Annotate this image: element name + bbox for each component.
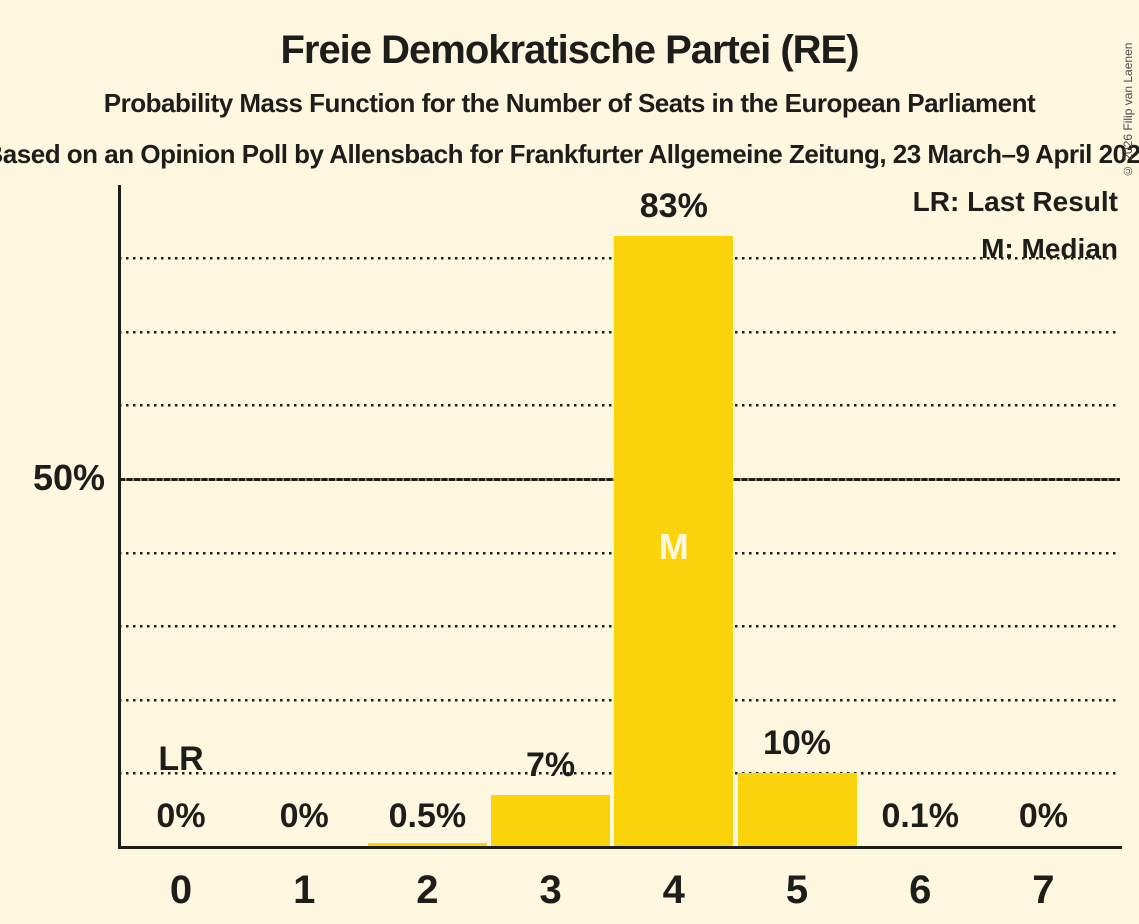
last-result-marker: LR	[158, 740, 204, 778]
value-label-seat-2: 0.5%	[388, 797, 467, 835]
x-axis-line	[118, 846, 1122, 849]
y-axis-line	[118, 184, 121, 849]
bar-seat-4	[614, 236, 734, 847]
legend-median-label: M: Median	[981, 233, 1118, 264]
chart-subtitle: Probability Mass Function for the Number…	[103, 88, 1036, 118]
chart-title: Freie Demokratische Partei (RE)	[280, 28, 859, 72]
x-tick-label-7: 7	[1032, 868, 1055, 912]
legend-last-result-label: LR: Last Result	[912, 186, 1118, 217]
x-tick-label-3: 3	[539, 868, 562, 912]
median-marker: M	[658, 526, 689, 567]
bar-seat-2	[367, 843, 487, 847]
x-tick-label-0: 0	[169, 868, 193, 912]
value-label-seat-0: 0%	[156, 797, 206, 835]
x-tick-label-5: 5	[785, 868, 809, 912]
value-label-seat-5: 10%	[762, 724, 832, 763]
value-label-seat-3: 7%	[526, 746, 576, 785]
y-axis-tick-label: 50%	[32, 457, 105, 498]
copyright-notice: © 2026 Filip van Laenen	[1121, 42, 1135, 178]
x-tick-label-4: 4	[662, 868, 685, 912]
x-tick-label-2: 2	[416, 868, 439, 912]
value-label-seat-1: 0%	[279, 797, 329, 835]
bar-seat-3	[491, 795, 611, 847]
value-label-seat-6: 0.1%	[881, 797, 959, 835]
poll-source-line: Based on an Opinion Poll by Allensbach f…	[0, 139, 1139, 169]
x-tick-label-6: 6	[909, 868, 932, 912]
value-label-seat-7: 0%	[1018, 797, 1068, 835]
bar-seat-5	[737, 773, 857, 847]
value-label-seat-4: 83%	[639, 187, 708, 226]
x-tick-label-1: 1	[293, 868, 316, 912]
